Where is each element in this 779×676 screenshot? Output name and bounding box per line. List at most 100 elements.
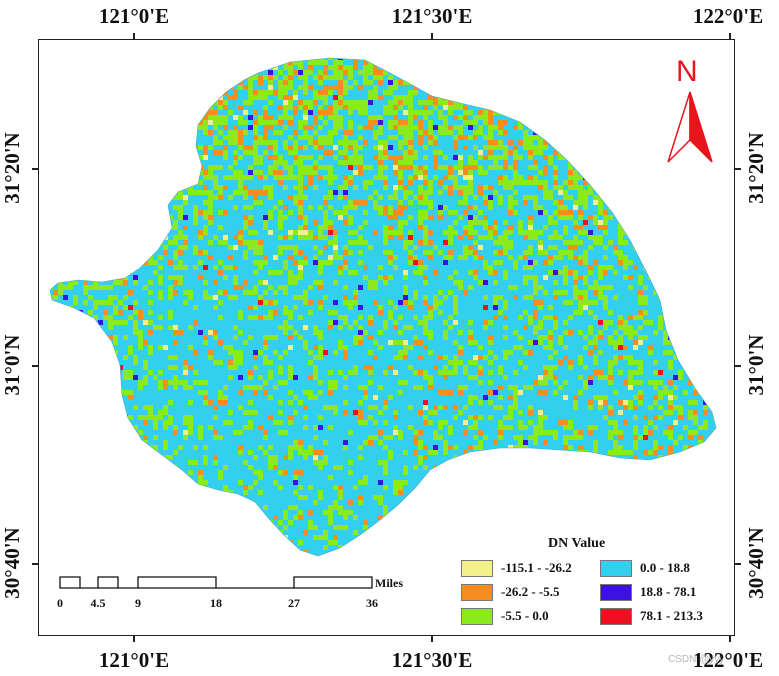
raster-pixel	[488, 360, 493, 365]
raster-pixel	[373, 435, 378, 440]
raster-pixel	[158, 460, 163, 465]
raster-pixel	[273, 60, 278, 65]
raster-pixel	[478, 100, 483, 105]
raster-pixel	[143, 360, 148, 365]
raster-pixel	[93, 360, 98, 365]
raster-pixel	[203, 150, 208, 155]
raster-pixel	[658, 395, 663, 400]
raster-pixel	[653, 100, 658, 105]
raster-pixel	[398, 300, 403, 305]
raster-pixel	[493, 190, 498, 195]
raster-pixel	[148, 245, 153, 250]
raster-pixel	[658, 185, 663, 190]
raster-pixel	[648, 210, 653, 215]
raster-pixel	[338, 115, 343, 120]
raster-pixel	[493, 165, 498, 170]
raster-pixel	[523, 115, 528, 120]
raster-pixel	[63, 190, 68, 195]
raster-pixel	[93, 85, 98, 90]
raster-pixel	[63, 365, 68, 370]
raster-pixel	[503, 240, 508, 245]
raster-pixel	[468, 285, 473, 290]
raster-pixel	[523, 350, 528, 355]
raster-pixel	[388, 225, 393, 230]
raster-pixel	[443, 330, 448, 335]
raster-pixel	[443, 100, 448, 105]
raster-pixel	[233, 205, 238, 210]
raster-pixel	[303, 260, 308, 265]
raster-pixel	[378, 460, 383, 465]
raster-pixel	[463, 65, 468, 70]
raster-pixel	[688, 240, 693, 245]
raster-pixel	[128, 160, 133, 165]
raster-pixel	[708, 215, 713, 220]
raster-pixel	[713, 345, 716, 350]
raster-pixel	[88, 270, 93, 275]
raster-pixel	[303, 80, 308, 85]
raster-pixel	[448, 190, 453, 195]
raster-pixel	[68, 110, 73, 115]
raster-pixel	[133, 215, 138, 220]
raster-pixel	[398, 205, 403, 210]
raster-pixel	[138, 310, 143, 315]
raster-pixel	[638, 205, 643, 210]
raster-pixel	[708, 325, 713, 330]
raster-pixel	[513, 160, 518, 165]
raster-pixel	[398, 390, 403, 395]
raster-pixel	[83, 85, 88, 90]
raster-pixel	[318, 285, 323, 290]
raster-pixel	[598, 140, 603, 145]
raster-pixel	[68, 175, 73, 180]
raster-pixel	[658, 210, 663, 215]
raster-pixel	[718, 105, 723, 110]
raster-pixel	[208, 255, 213, 260]
raster-pixel	[653, 400, 658, 405]
raster-pixel	[143, 420, 148, 425]
raster-pixel	[118, 440, 123, 445]
raster-pixel	[618, 190, 623, 195]
raster-pixel	[548, 370, 553, 375]
raster-pixel	[358, 445, 363, 450]
raster-pixel	[78, 385, 83, 390]
raster-pixel	[658, 155, 663, 160]
raster-pixel	[298, 60, 303, 65]
raster-pixel	[583, 385, 588, 390]
raster-pixel	[603, 110, 608, 115]
raster-pixel	[578, 95, 583, 100]
raster-pixel	[633, 435, 638, 440]
raster-pixel	[438, 210, 443, 215]
raster-pixel	[288, 245, 293, 250]
raster-pixel	[563, 230, 568, 235]
raster-pixel	[433, 365, 438, 370]
raster-pixel	[408, 305, 413, 310]
raster-pixel	[498, 385, 503, 390]
raster-pixel	[63, 395, 68, 400]
raster-pixel	[228, 165, 233, 170]
raster-pixel	[553, 435, 558, 440]
raster-pixel	[648, 155, 653, 160]
raster-pixel	[348, 100, 353, 105]
raster-pixel	[228, 410, 233, 415]
raster-pixel	[223, 120, 228, 125]
raster-pixel	[83, 120, 88, 125]
raster-pixel	[448, 360, 453, 365]
raster-pixel	[303, 145, 308, 150]
raster-pixel	[713, 170, 716, 175]
raster-pixel	[428, 420, 433, 425]
raster-pixel	[688, 215, 693, 220]
raster-pixel	[683, 220, 688, 225]
raster-pixel	[93, 125, 98, 130]
raster-pixel	[478, 125, 483, 130]
raster-pixel	[50, 295, 53, 300]
raster-pixel	[198, 330, 203, 335]
raster-pixel	[428, 450, 433, 455]
raster-pixel	[258, 155, 263, 160]
raster-pixel	[643, 300, 648, 305]
raster-pixel	[50, 325, 53, 330]
raster-pixel	[428, 120, 433, 125]
raster-pixel	[158, 210, 163, 215]
raster-pixel	[248, 240, 253, 245]
raster-pixel	[583, 230, 588, 235]
raster-pixel	[648, 200, 653, 205]
raster-pixel	[633, 395, 638, 400]
